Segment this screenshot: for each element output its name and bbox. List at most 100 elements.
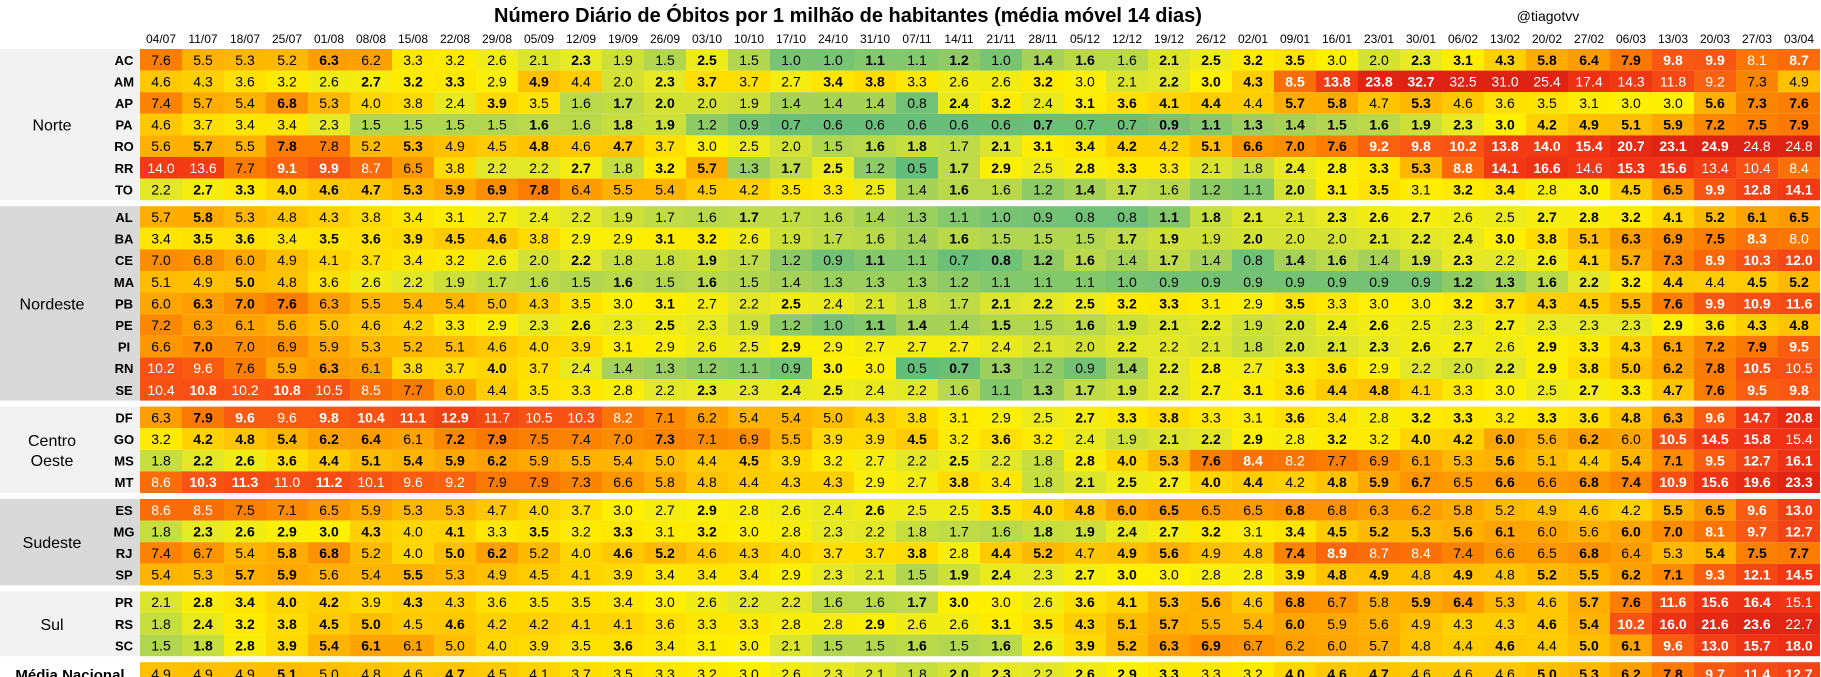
cell-value-label: 0.9 bbox=[1243, 274, 1263, 290]
cell-value-label: 5.9 bbox=[1327, 616, 1347, 632]
heatmap-cell bbox=[1484, 157, 1526, 179]
cell-value-label: 6.3 bbox=[1621, 231, 1641, 247]
heatmap-cell bbox=[1736, 449, 1778, 472]
cell-value-label: 1.5 bbox=[655, 52, 675, 68]
cell-value-label: 3.2 bbox=[1369, 431, 1389, 447]
heatmap-cell bbox=[770, 499, 812, 521]
cell-value-label: 3.1 bbox=[1033, 138, 1053, 154]
state-label: MT bbox=[115, 475, 134, 490]
heatmap-cell bbox=[308, 335, 350, 358]
date-label: 08/08 bbox=[356, 32, 386, 46]
heatmap-cell bbox=[602, 113, 644, 136]
cell-value-label: 4.0 bbox=[361, 95, 381, 111]
heatmap-cell bbox=[224, 428, 266, 450]
cell-value-label: 3.5 bbox=[571, 295, 591, 311]
heatmap-cell bbox=[1484, 634, 1526, 657]
heatmap-cell bbox=[1568, 92, 1610, 114]
cell-value-label: 1.4 bbox=[1369, 252, 1389, 268]
cell-value-label: 3.9 bbox=[277, 637, 297, 653]
heatmap-cell bbox=[224, 292, 266, 315]
cell-value-label: 19.6 bbox=[1743, 474, 1770, 490]
heatmap-cell bbox=[1652, 292, 1694, 315]
state-label: RJ bbox=[116, 546, 133, 561]
heatmap-cell bbox=[1568, 113, 1610, 136]
heatmap-cell bbox=[1190, 613, 1232, 635]
cell-value-label: 8.3 bbox=[1747, 231, 1767, 247]
cell-value-label: 2.8 bbox=[823, 616, 843, 632]
heatmap-cell bbox=[1484, 613, 1526, 635]
cell-value-label: 2.7 bbox=[1495, 317, 1515, 333]
cell-value-label: 2.9 bbox=[991, 409, 1011, 425]
cell-value-label: 3.3 bbox=[655, 666, 675, 677]
cell-value-label: 4.4 bbox=[991, 545, 1011, 561]
cell-value-label: 1.4 bbox=[1285, 117, 1305, 133]
heatmap-cell bbox=[812, 157, 854, 179]
cell-value-label: 10.8 bbox=[273, 382, 300, 398]
cell-value-label: 1.5 bbox=[487, 117, 507, 133]
cell-value-label: 3.8 bbox=[1579, 360, 1599, 376]
cell-value-label: 2.3 bbox=[1453, 252, 1473, 268]
cell-value-label: 2.2 bbox=[151, 181, 171, 197]
heatmap-cell bbox=[896, 613, 938, 635]
heatmap-cell bbox=[1736, 379, 1778, 401]
heatmap-cell bbox=[1652, 92, 1694, 114]
cell-value-label: 4.7 bbox=[1663, 382, 1683, 398]
heatmap-cell bbox=[728, 449, 770, 472]
heatmap-cell bbox=[560, 428, 602, 450]
heatmap-cell bbox=[1064, 634, 1106, 657]
cell-value-label: 2.6 bbox=[487, 252, 507, 268]
heatmap-cell bbox=[644, 591, 686, 613]
heatmap-cell bbox=[686, 178, 728, 201]
cell-value-label: 5.7 bbox=[1159, 616, 1179, 632]
cell-value-label: 8.5 bbox=[1285, 73, 1305, 89]
cell-value-label: 1.5 bbox=[907, 567, 927, 583]
cell-value-label: 4.0 bbox=[1117, 453, 1137, 469]
heatmap-cell bbox=[350, 227, 392, 250]
cell-value-label: 9.6 bbox=[1747, 502, 1767, 518]
heatmap-cell bbox=[308, 206, 350, 228]
heatmap-cell bbox=[896, 292, 938, 315]
heatmap-cell bbox=[1778, 292, 1820, 315]
heatmap-cell bbox=[1106, 520, 1148, 543]
cell-value-label: 7.2 bbox=[1705, 339, 1725, 355]
cell-value-label: 3.9 bbox=[571, 339, 591, 355]
cell-value-label: 3.2 bbox=[1327, 431, 1347, 447]
cell-value-label: 5.5 bbox=[1579, 567, 1599, 583]
cell-value-label: 5.3 bbox=[235, 209, 255, 225]
heatmap-cell bbox=[518, 357, 560, 379]
region-block bbox=[0, 406, 140, 493]
cell-value-label: 4.5 bbox=[319, 616, 339, 632]
heatmap-cell bbox=[350, 471, 392, 493]
cell-value-label: 1.9 bbox=[781, 231, 801, 247]
cell-value-label: 2.2 bbox=[1495, 252, 1515, 268]
cell-value-label: 5.2 bbox=[1705, 209, 1725, 225]
heatmap-cell bbox=[728, 591, 770, 613]
cell-value-label: 1.0 bbox=[1117, 274, 1137, 290]
heatmap-cell bbox=[1526, 662, 1568, 677]
heatmap-cell bbox=[1148, 542, 1190, 564]
cell-value-label: 7.7 bbox=[1327, 453, 1347, 469]
cell-value-label: 2.3 bbox=[823, 666, 843, 677]
cell-value-label: 9.7 bbox=[1747, 523, 1767, 539]
cell-value-label: 2.2 bbox=[1117, 339, 1137, 355]
heatmap-cell bbox=[1484, 428, 1526, 450]
heatmap-cell bbox=[1484, 406, 1526, 429]
heatmap-cell bbox=[560, 49, 602, 71]
cell-value-label: 10.3 bbox=[567, 409, 594, 425]
heatmap-cell bbox=[434, 271, 476, 293]
cell-value-label: 1.2 bbox=[1453, 274, 1473, 290]
heatmap-cell bbox=[392, 520, 434, 543]
heatmap-cell bbox=[182, 428, 224, 450]
cell-value-label: 5.5 bbox=[361, 295, 381, 311]
cell-value-label: 14.1 bbox=[1491, 160, 1518, 176]
heatmap-cell bbox=[896, 406, 938, 429]
heatmap-cell bbox=[1736, 357, 1778, 379]
heatmap-cell bbox=[938, 520, 980, 543]
cell-value-label: 6.8 bbox=[1285, 594, 1305, 610]
heatmap-cell bbox=[1652, 449, 1694, 472]
heatmap-cell bbox=[308, 135, 350, 157]
heatmap-cell bbox=[644, 157, 686, 179]
cell-value-label: 6.0 bbox=[235, 252, 255, 268]
cell-value-label: 5.2 bbox=[361, 545, 381, 561]
heatmap-cell bbox=[1568, 49, 1610, 71]
